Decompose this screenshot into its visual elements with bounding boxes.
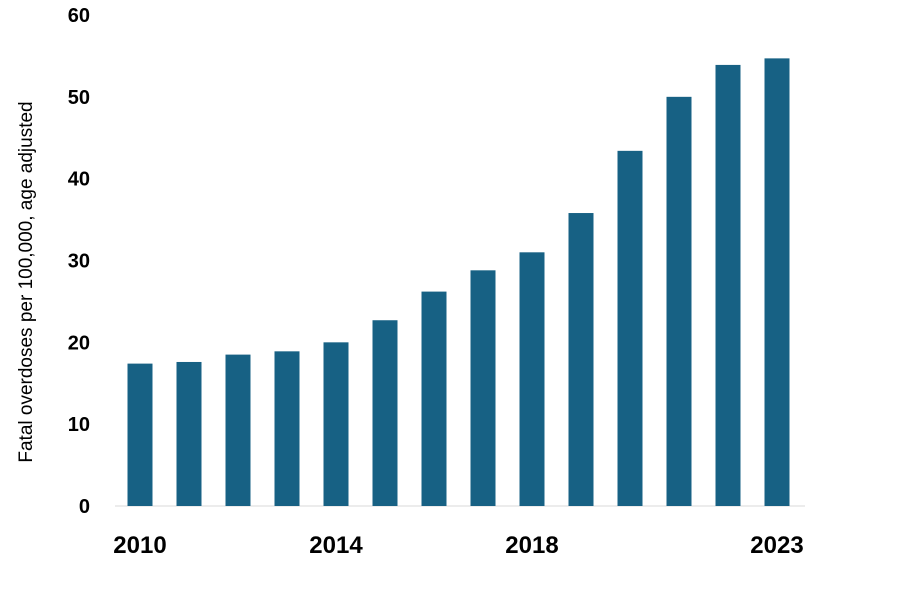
y-tick-label: 20	[68, 332, 90, 354]
y-tick-label: 50	[68, 87, 90, 109]
x-tick-label: 2018	[505, 532, 558, 559]
bar-2017	[470, 270, 496, 506]
bar-2018	[519, 252, 545, 506]
x-tick-label: 2010	[113, 532, 166, 559]
x-tick-label: 2014	[309, 532, 363, 559]
bar-2012	[225, 354, 251, 506]
bar-2010	[127, 363, 153, 506]
bar-2022	[715, 64, 741, 506]
bar-2014	[323, 342, 349, 506]
bar-2019	[568, 213, 594, 506]
y-axis-title: Fatal overdoses per 100,000, age adjuste…	[16, 101, 37, 462]
y-tick-label: 40	[68, 169, 90, 191]
bar-2013	[274, 351, 300, 506]
bar-2015	[372, 320, 398, 506]
bar-2020	[617, 150, 643, 507]
bar-2021	[666, 96, 692, 506]
y-tick-label: 0	[79, 496, 90, 518]
y-tick-label: 30	[68, 251, 90, 273]
y-tick-label: 60	[68, 5, 90, 27]
bar-2011	[176, 361, 202, 506]
x-tick-label: 2023	[750, 532, 803, 559]
y-tick-label: 10	[68, 414, 90, 436]
bar-2023	[764, 58, 790, 506]
bar-2016	[421, 291, 447, 506]
